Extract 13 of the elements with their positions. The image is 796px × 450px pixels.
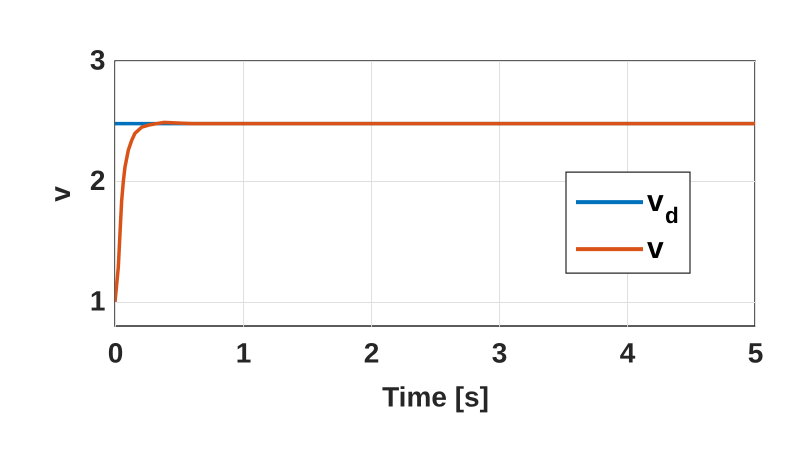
x-tick-label: 3 <box>492 338 508 368</box>
y-tick-label: 1 <box>90 285 106 316</box>
y-axis-title: v <box>44 186 76 202</box>
line-series <box>115 120 755 304</box>
x-tick-label: 5 <box>748 338 764 368</box>
x-tick-label: 2 <box>364 338 380 368</box>
legend-label: v <box>647 232 664 266</box>
x-tick-label: 4 <box>620 338 636 368</box>
x-tick-label: 1 <box>236 338 252 368</box>
x-tick-label: 0 <box>108 338 124 368</box>
x-axis-title: Time [s] <box>382 382 489 412</box>
y-tick-label: 2 <box>90 164 106 196</box>
y-tick-label: 3 <box>90 44 106 76</box>
